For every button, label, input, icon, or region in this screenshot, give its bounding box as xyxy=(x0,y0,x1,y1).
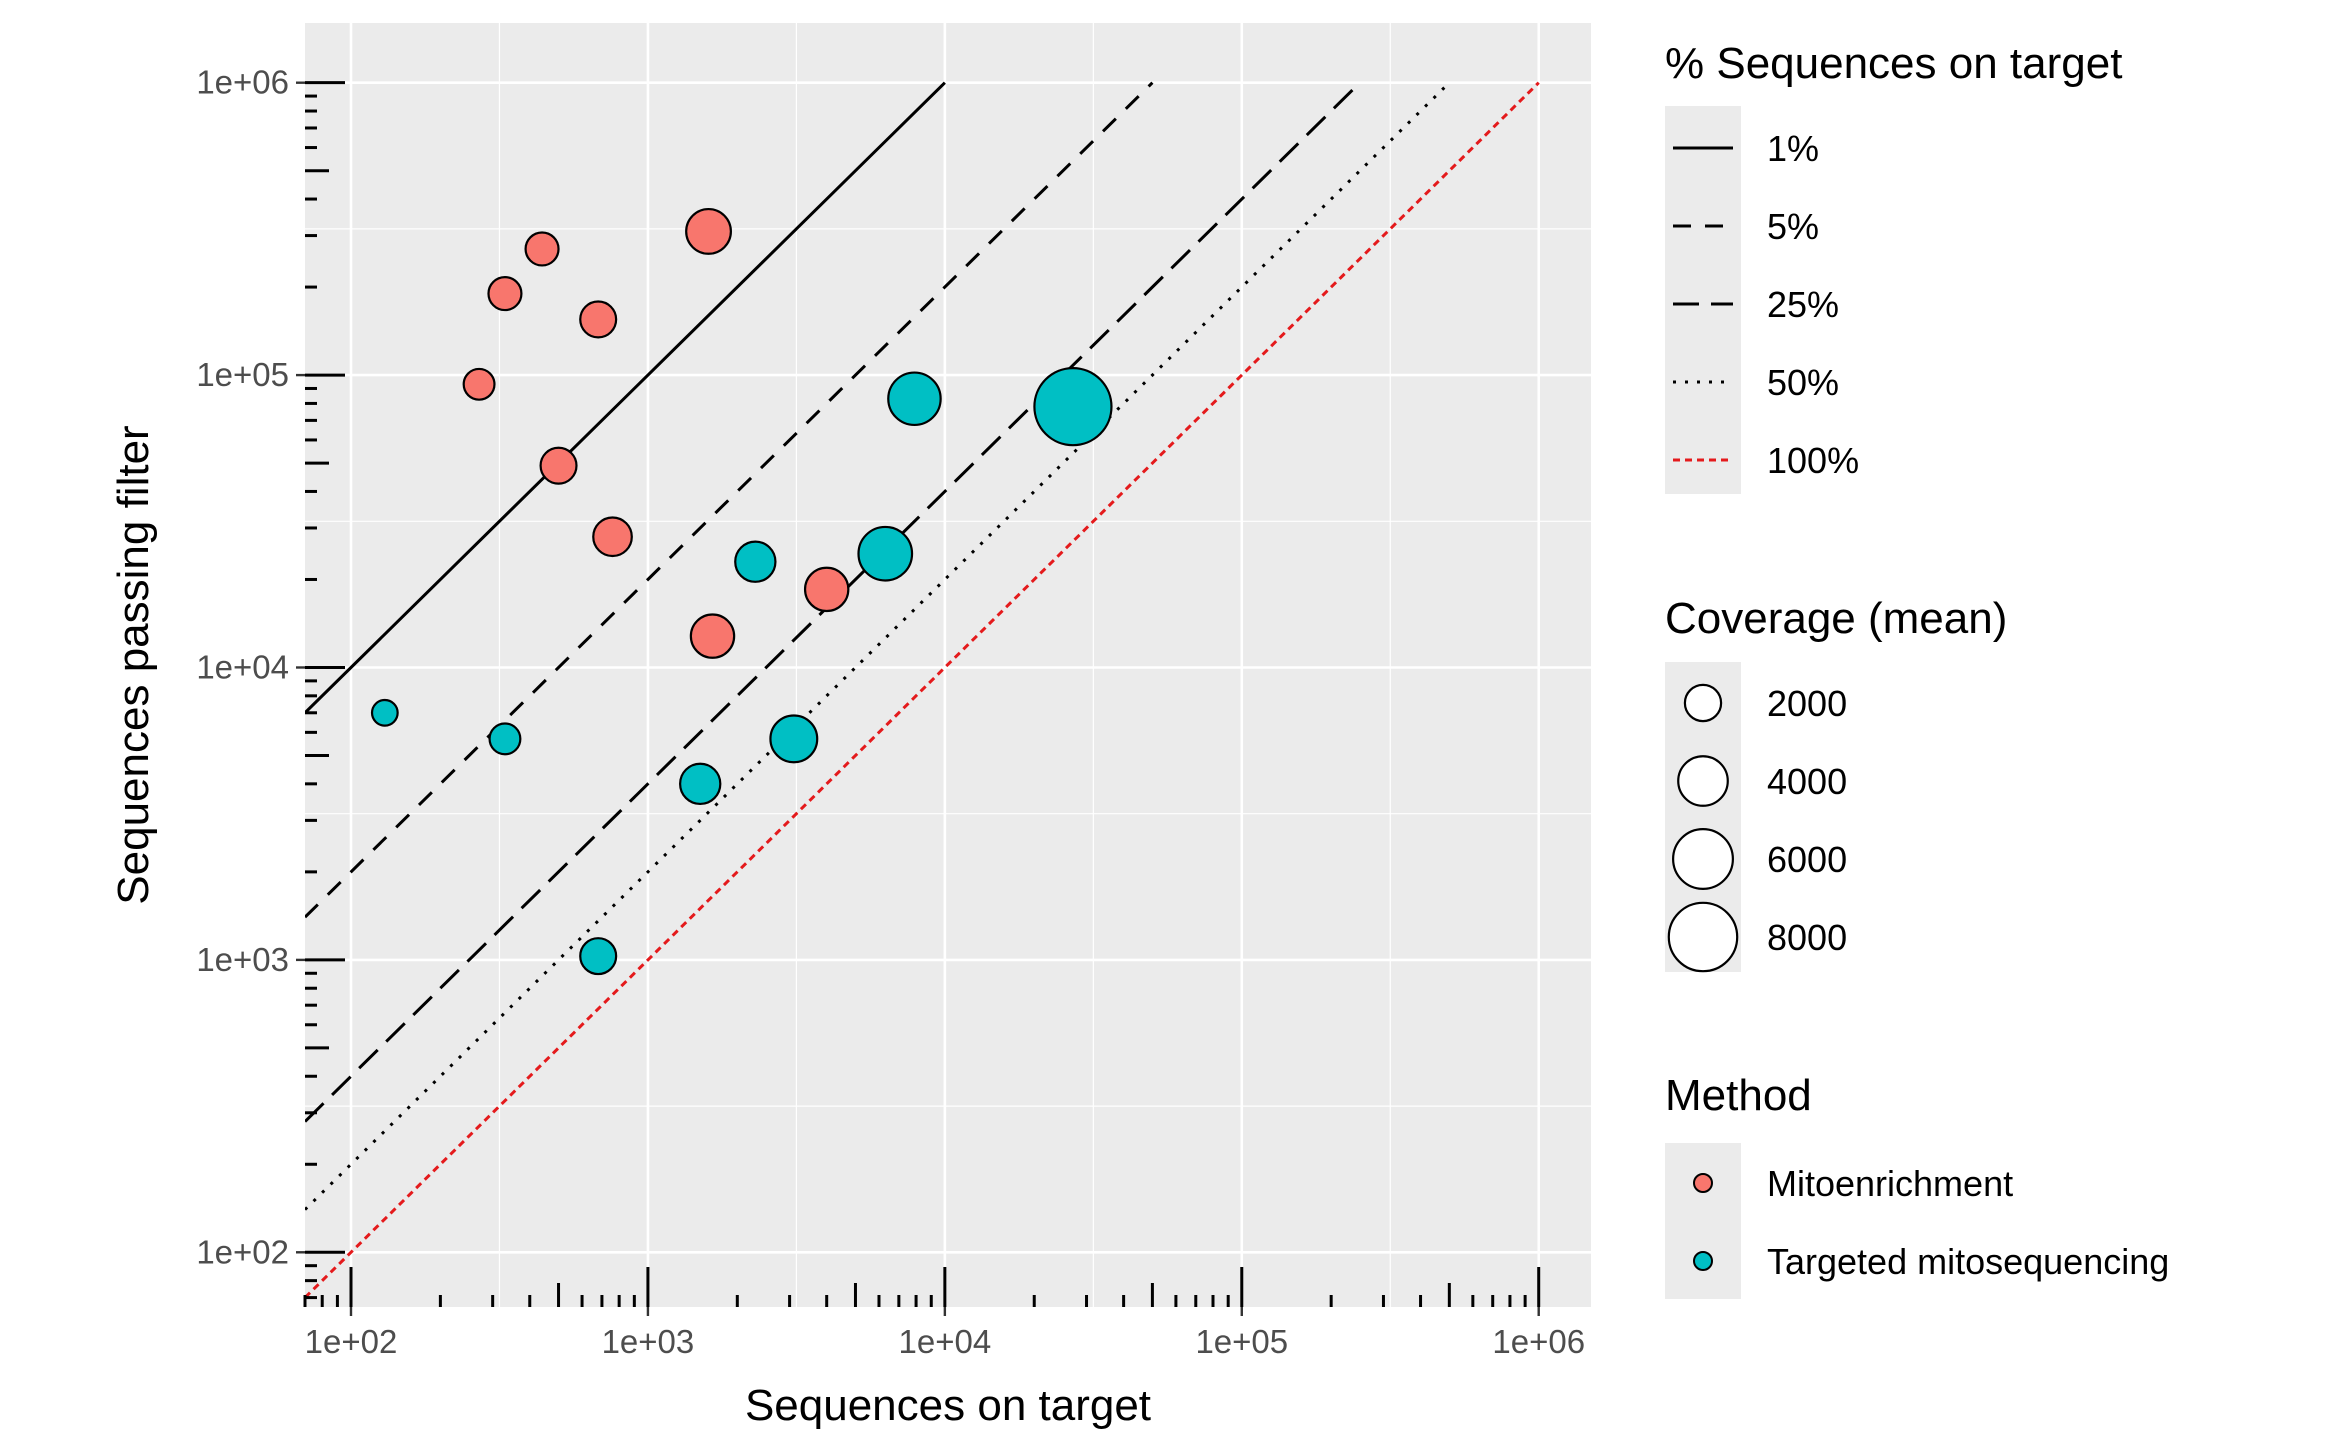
data-point xyxy=(887,371,942,427)
data-point xyxy=(370,698,399,727)
line-legend-title: % Sequences on target xyxy=(1665,39,2122,88)
size-legend-title: Coverage (mean) xyxy=(1665,594,2007,643)
line-legend-label: 50% xyxy=(1767,362,1839,403)
y-tick-label: 1e+06 xyxy=(196,64,289,101)
data-point xyxy=(769,714,819,764)
line-legend-keys-bg xyxy=(1665,106,1741,494)
reference-line-100pct xyxy=(305,81,1540,1299)
x-tick-label: 1e+05 xyxy=(1195,1323,1288,1360)
method-legend-title: Method xyxy=(1665,1071,1812,1120)
method-legend-key xyxy=(1693,1251,1713,1271)
reference-line-1pct xyxy=(305,81,946,714)
data-point xyxy=(685,207,732,255)
reference-line-5pct xyxy=(305,81,1154,919)
data-point xyxy=(592,516,633,558)
size-legend-label: 2000 xyxy=(1767,683,1847,724)
data-point xyxy=(488,722,522,756)
axes: 1e+02 1e+03 1e+04 1e+05 1e+06 1e+02 1e+03 1e+04… xyxy=(196,64,1585,1360)
data-point xyxy=(487,276,523,312)
line-legend-label: 5% xyxy=(1767,206,1819,247)
y-tick-label: 1e+05 xyxy=(196,356,289,393)
data-point xyxy=(579,300,618,339)
x-tick-label: 1e+02 xyxy=(305,1323,398,1360)
data-point xyxy=(857,525,914,582)
x-axis-title: Sequences on target xyxy=(745,1381,1151,1430)
data-point xyxy=(579,937,618,976)
size-legend-key xyxy=(1667,901,1739,973)
size-legend-key xyxy=(1683,683,1723,723)
y-axis-title: Sequences passing filter xyxy=(109,425,158,904)
y-tick-label: 1e+03 xyxy=(196,941,289,978)
line-legend-label: 1% xyxy=(1767,128,1819,169)
legends: % Sequences on target Coverage (mean) Me… xyxy=(1665,39,2169,1299)
size-legend-key xyxy=(1672,828,1734,890)
data-point xyxy=(462,367,496,401)
size-legend-key xyxy=(1677,755,1729,807)
x-tick-label: 1e+06 xyxy=(1492,1323,1585,1360)
x-tick-label: 1e+03 xyxy=(602,1323,695,1360)
data-point xyxy=(803,566,850,613)
method-legend-label: Mitoenrichment xyxy=(1767,1163,2013,1204)
data-point xyxy=(1033,367,1113,447)
line-legend-label: 100% xyxy=(1767,440,1859,481)
method-legend-label: Targeted mitosequencing xyxy=(1767,1241,2169,1282)
size-legend-label: 8000 xyxy=(1767,917,1847,958)
data-point xyxy=(689,613,736,659)
size-legend-label: 4000 xyxy=(1767,761,1847,802)
data-point xyxy=(539,446,578,485)
data-point xyxy=(734,540,777,583)
y-tick-label: 1e+04 xyxy=(196,648,289,685)
data-point xyxy=(524,231,560,267)
data-points xyxy=(370,207,1113,976)
line-legend-label: 25% xyxy=(1767,284,1839,325)
method-legend-key xyxy=(1693,1173,1713,1193)
y-tick-label: 1e+02 xyxy=(196,1233,289,1270)
size-legend-label: 6000 xyxy=(1767,839,1847,880)
x-tick-label: 1e+04 xyxy=(899,1323,992,1360)
method-legend-keys-bg xyxy=(1665,1143,1741,1299)
grid-lines xyxy=(305,23,1591,1307)
data-point xyxy=(679,762,722,806)
